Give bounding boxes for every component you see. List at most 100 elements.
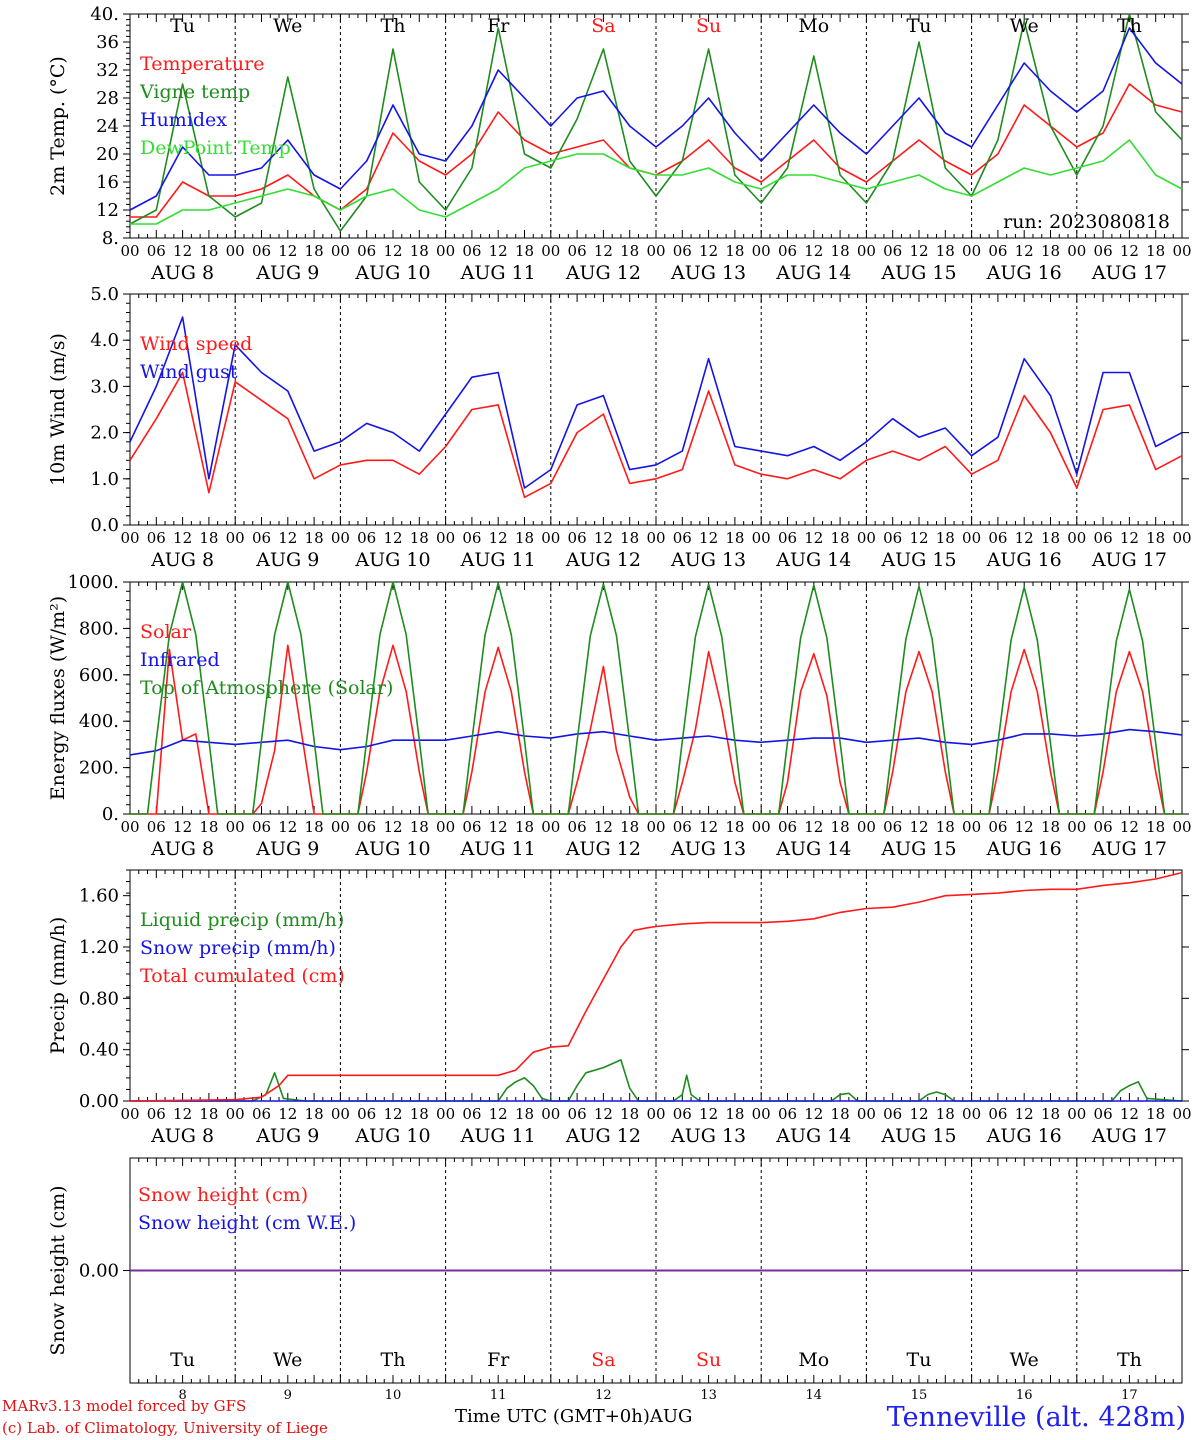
legend-entry: Snow height (cm W.E.) [138,1212,356,1234]
hour-label: 18 [831,242,850,260]
hour-label: 06 [778,529,797,547]
date-label: AUG 8 [150,1125,214,1147]
hour-label: 00 [226,529,245,547]
hour-label: 06 [462,529,481,547]
hour-label: 00 [1172,529,1191,547]
day-name: Mo [798,1349,829,1371]
hour-label: 12 [1120,529,1139,547]
hour-label: 00 [541,242,560,260]
date-label: AUG 8 [150,838,214,860]
legend-entry: Total cumulated (cm) [140,965,345,987]
y-tick-label: 600. [79,665,119,686]
day-name: Mo [798,15,829,37]
legend-entry: Temperature [140,53,264,75]
hour-label: 00 [331,1105,350,1123]
time-axis-title: Time UTC (GMT+0h)AUG [455,1406,693,1427]
hour-label: 18 [936,529,955,547]
hour-label: 18 [936,1105,955,1123]
hour-label: 00 [962,529,981,547]
hour-label: 12 [489,818,508,836]
date-label: AUG 10 [354,549,430,571]
hour-label: 06 [988,1105,1007,1123]
hour-label: 18 [725,1105,744,1123]
hour-label: 12 [699,818,718,836]
series-line [129,13,1183,232]
hour-label: 00 [436,242,455,260]
hour-label: 18 [831,529,850,547]
hour-label: 06 [883,818,902,836]
hour-label: 12 [278,818,297,836]
date-label: AUG 8 [150,262,214,284]
hour-label: 12 [1015,818,1034,836]
date-label: AUG 16 [986,838,1062,860]
date-label: AUG 16 [986,262,1062,284]
hour-label: 00 [1172,1105,1191,1123]
run-annotation: run: 2023080818 [1003,211,1170,233]
hour-label: 18 [831,1105,850,1123]
hour-label: 18 [410,1105,429,1123]
hour-label: 00 [857,818,876,836]
hour-label: 12 [1015,529,1034,547]
date-label: AUG 10 [354,1125,430,1147]
day-name: Th [381,1349,406,1371]
hour-label: 00 [541,818,560,836]
date-label: AUG 15 [880,1125,956,1147]
hour-label: 12 [1120,818,1139,836]
hour-label: 06 [252,529,271,547]
date-label: AUG 8 [150,549,214,571]
hour-label: 18 [620,1105,639,1123]
hour-label: 18 [620,242,639,260]
hour-label: 00 [962,1105,981,1123]
hour-label: 12 [489,1105,508,1123]
hour-label: 00 [752,242,771,260]
y-tick-label: 400. [79,711,119,732]
date-label: AUG 12 [565,549,641,571]
hour-label: 00 [226,242,245,260]
hour-label: 06 [988,529,1007,547]
date-label: AUG 15 [880,262,956,284]
hour-label: 12 [1120,242,1139,260]
y-tick-label: 32 [96,60,119,81]
hour-label: 00 [646,1105,665,1123]
hour-label: 18 [1146,818,1165,836]
day-name: Th [1117,15,1142,37]
day-name: We [1010,15,1039,37]
y-axis-label: Snow height (cm) [47,1185,69,1355]
date-label: AUG 15 [880,838,956,860]
hour-label: 00 [541,529,560,547]
hour-label: 06 [778,1105,797,1123]
series-line [129,728,1183,756]
hour-label: 00 [962,242,981,260]
hour-label: 18 [305,1105,324,1123]
y-tick-label: 5.0 [90,284,119,305]
hour-label: 00 [1172,818,1191,836]
day-name: Tu [170,15,195,37]
date-label: AUG 13 [670,838,746,860]
y-tick-label: 1.0 [90,469,119,490]
hour-label: 12 [699,529,718,547]
y-axis-label: 10m Wind (m/s) [47,333,69,486]
hour-label: 00 [646,242,665,260]
day-number: 8 [178,1388,186,1403]
hour-label: 06 [568,529,587,547]
date-label: AUG 9 [255,838,319,860]
hour-label: 12 [489,529,508,547]
hour-label: 06 [673,529,692,547]
hour-label: 12 [173,818,192,836]
y-tick-label: 12 [96,200,119,221]
series-line [129,27,1183,211]
legend-entry: Wind gust [140,361,238,383]
day-name: Th [381,15,406,37]
hour-label: 06 [568,242,587,260]
hour-label: 12 [489,242,508,260]
hour-label: 06 [883,242,902,260]
hour-label: 00 [1172,242,1191,260]
hour-label: 12 [278,529,297,547]
hour-label: 18 [199,1105,218,1123]
hour-label: 06 [462,818,481,836]
date-label: AUG 17 [1091,262,1167,284]
hour-label: 06 [357,242,376,260]
legend-entry: Snow height (cm) [138,1184,308,1206]
day-name: Tu [907,15,932,37]
